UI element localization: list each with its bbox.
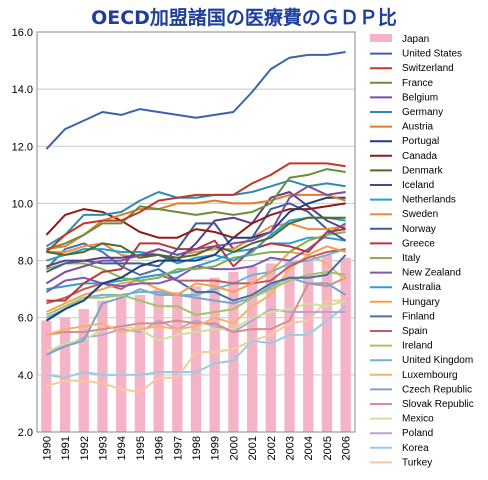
x-tick-label: 1995 xyxy=(135,436,147,460)
japan-bar xyxy=(78,309,89,432)
series-line xyxy=(46,216,346,259)
x-tick-label: 2004 xyxy=(303,436,315,460)
series-line xyxy=(45,222,347,293)
japan-bar xyxy=(41,320,52,432)
legend-label: Italy xyxy=(402,253,420,264)
legend-label: Switzerland xyxy=(402,63,454,74)
series-line xyxy=(46,276,347,336)
japan-bars xyxy=(41,254,351,432)
y-tick-label: 6.0 xyxy=(18,313,33,325)
x-tick-labels: 1990 1991 1992 1993 1994 1995 1996 1997 1998 1999… xyxy=(41,436,352,460)
japan-bar xyxy=(340,257,351,432)
y-tick-label: 2.0 xyxy=(18,427,33,439)
japan-bar xyxy=(97,300,108,432)
japan-bar xyxy=(116,294,127,432)
series-line xyxy=(46,216,346,265)
series-line xyxy=(46,299,346,393)
legend-label: Hungary xyxy=(402,297,440,308)
japan-bar xyxy=(265,263,276,432)
legend-label: Iceland xyxy=(402,180,434,191)
legend-label: Germany xyxy=(402,107,443,118)
legend-label: Luxembourg xyxy=(402,370,458,381)
series-line xyxy=(45,245,346,313)
japan-bar xyxy=(246,266,258,432)
x-tick-label: 1994 xyxy=(116,436,128,460)
series-line xyxy=(45,185,346,285)
legend-label: Norway xyxy=(402,224,436,235)
japan-bar xyxy=(134,294,146,432)
legend-label: Slovak Republic xyxy=(402,399,474,410)
legend: Japan United States Switzerland France Belgi… xyxy=(370,34,474,468)
y-tick-label: 8.0 xyxy=(18,256,33,268)
legend-label: Greece xyxy=(402,238,435,249)
series-line xyxy=(46,191,347,268)
x-tick-label: 2002 xyxy=(266,436,278,460)
plot-frame xyxy=(36,31,356,433)
x-tick-label: 1993 xyxy=(97,436,109,460)
series-line xyxy=(45,51,346,150)
x-tick-label: 1990 xyxy=(41,436,53,460)
y-tick-label: 10.0 xyxy=(12,198,33,210)
legend-label: United States xyxy=(402,49,462,60)
x-tick-label: 1991 xyxy=(60,436,72,460)
chart-title: OECD加盟諸国の医療費のＧＤＰ比 xyxy=(91,6,397,29)
japan-bar xyxy=(59,317,71,432)
japan-bar xyxy=(284,260,295,432)
y-tick-label: 14.0 xyxy=(12,84,33,96)
x-tick-label: 2003 xyxy=(285,436,297,460)
series-line xyxy=(45,179,346,248)
legend-label: Netherlands xyxy=(402,195,456,206)
japan-bar xyxy=(321,254,333,432)
legend-label: Australia xyxy=(402,282,441,293)
japan-bar xyxy=(153,289,164,432)
legend-label: Turkey xyxy=(402,457,432,468)
y-tick-label: 12.0 xyxy=(12,141,33,153)
legend-swatch xyxy=(370,34,392,42)
legend-label: Czech Republic xyxy=(402,384,472,395)
legend-label: Spain xyxy=(402,326,428,337)
series-line xyxy=(46,222,346,259)
series-line xyxy=(46,305,347,379)
x-tick-label: 2001 xyxy=(247,436,259,460)
x-tick-label: 1998 xyxy=(191,436,203,460)
series-line xyxy=(45,196,346,322)
japan-bar xyxy=(228,272,239,432)
legend-label: Canada xyxy=(402,151,437,162)
legend-label: Korea xyxy=(402,443,429,454)
x-tick-label: 1992 xyxy=(79,436,91,460)
y-tick-label: 16.0 xyxy=(12,27,33,39)
legend-label: France xyxy=(402,78,434,89)
legend-label: Japan xyxy=(402,34,429,45)
legend-label: Denmark xyxy=(402,165,444,176)
series-line xyxy=(46,248,346,305)
series-line xyxy=(45,162,346,253)
series-line xyxy=(46,168,346,251)
x-tick-label: 2000 xyxy=(228,436,240,460)
japan-bar xyxy=(303,260,314,432)
legend-label: Belgium xyxy=(402,92,438,103)
legend-label: Mexico xyxy=(402,414,434,425)
legend-label: Finland xyxy=(402,311,435,322)
legend-label: New Zealand xyxy=(402,268,461,279)
y-tick-label: 4.0 xyxy=(18,370,33,382)
legend-label: Ireland xyxy=(402,341,433,352)
legend-label: United Kingdom xyxy=(402,355,473,366)
japan-bar xyxy=(209,277,220,432)
x-tick-label: 2005 xyxy=(322,436,334,460)
x-tick-label: 1999 xyxy=(210,436,222,460)
legend-label: Portugal xyxy=(402,136,439,147)
series-line xyxy=(46,308,346,353)
series-lines xyxy=(45,51,347,393)
x-tick-label: 2006 xyxy=(341,436,353,460)
legend-label: Poland xyxy=(402,428,433,439)
x-tick-label: 1997 xyxy=(172,436,184,460)
japan-bar xyxy=(190,286,202,432)
japan-bar xyxy=(172,292,183,432)
y-tick-labels: 2.0 4.0 6.0 8.0 10.0 12.0 14.0 16.0 xyxy=(12,27,33,439)
legend-label: Austria xyxy=(402,122,434,133)
x-tick-label: 1996 xyxy=(154,436,166,460)
legend-label: Sweden xyxy=(402,209,438,220)
